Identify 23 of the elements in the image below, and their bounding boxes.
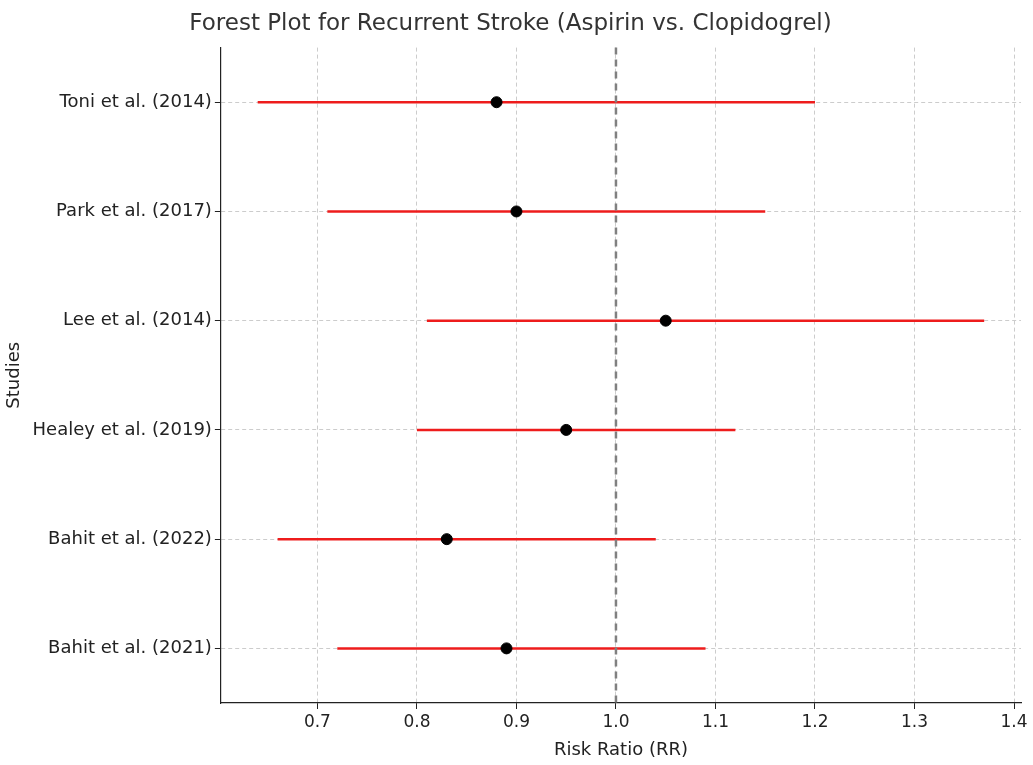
point (659, 314, 672, 327)
x-tick-label: 0.9 (502, 710, 530, 731)
y-tick-label: Bahit et al. (2022) (48, 526, 212, 548)
x-axis-title: Risk Ratio (RR) (553, 737, 688, 759)
x-tick-label: 1.3 (900, 710, 929, 731)
x-tick-label: 0.7 (303, 710, 331, 731)
y-axis-title: Studies (2, 341, 24, 409)
x-tick-label: 1.2 (801, 710, 829, 731)
x-tick-label: 1.4 (1000, 710, 1028, 731)
point (440, 533, 453, 546)
y-tick-label: Park et al. (2017) (56, 199, 212, 221)
point (560, 423, 573, 436)
point (500, 642, 513, 655)
x-tick-label: 0.8 (403, 710, 431, 731)
y-tick-label: Lee et al. (2014) (63, 308, 212, 330)
y-tick-label: Healey et al. (2019) (32, 417, 212, 439)
chart-title: Forest Plot for Recurrent Stroke (Aspirin vs. Clopidogrel) (189, 8, 832, 35)
y-tick-label: Bahit et al. (2021) (48, 636, 212, 658)
point (490, 96, 503, 109)
point (510, 205, 523, 218)
y-tick-label: Toni et al. (2014) (58, 89, 212, 111)
x-tick-label: 1.0 (602, 710, 630, 731)
x-tick-label: 1.1 (701, 710, 729, 731)
